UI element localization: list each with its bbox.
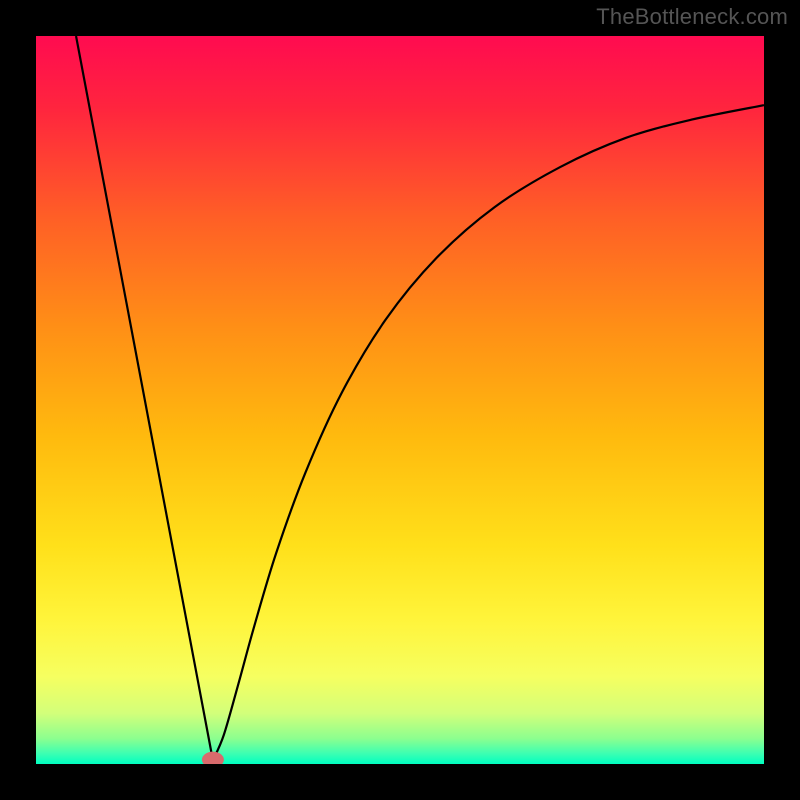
plot-area bbox=[36, 36, 764, 764]
watermark-text: TheBottleneck.com bbox=[596, 4, 788, 30]
chart-frame: TheBottleneck.com bbox=[0, 0, 800, 800]
bottleneck-curve bbox=[76, 36, 764, 760]
minimum-marker bbox=[202, 752, 224, 764]
curve-layer bbox=[36, 36, 764, 764]
